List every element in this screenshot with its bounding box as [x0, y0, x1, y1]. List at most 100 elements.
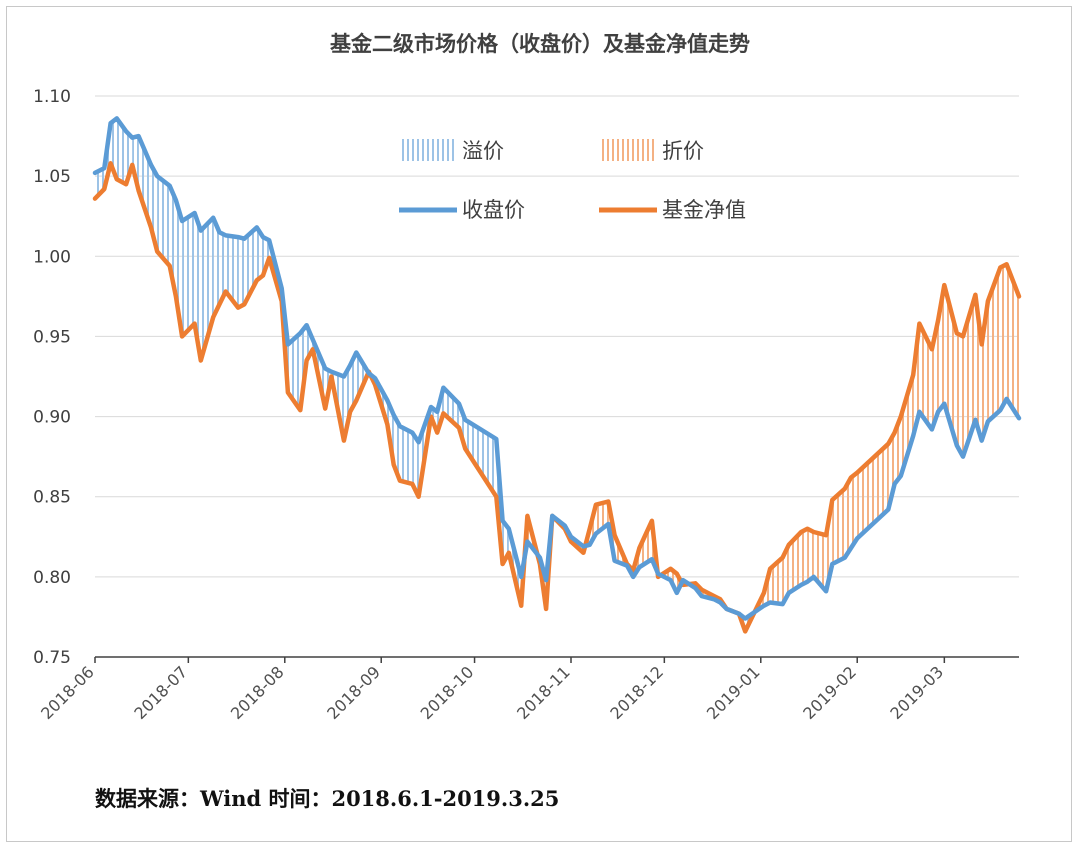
close-point	[849, 546, 853, 550]
x-tick-label: 2019-03	[886, 662, 947, 723]
nav-point	[806, 527, 809, 530]
close-point	[149, 163, 153, 167]
nav-point	[943, 283, 946, 287]
nav-point	[544, 607, 548, 611]
y-tick-label: 0.75	[33, 648, 71, 668]
nav-point	[893, 431, 896, 434]
legend-nav-label: 基金净值	[662, 198, 746, 222]
close-point	[507, 527, 510, 530]
legend-discount-label: 折价	[662, 139, 704, 163]
nav-point	[700, 588, 703, 591]
discount-fill	[782, 544, 789, 605]
premium-fill	[412, 432, 419, 497]
nav-point	[843, 487, 846, 490]
discount-fill	[832, 488, 845, 564]
close-point	[762, 604, 766, 607]
close-point	[224, 234, 227, 237]
discount-fill	[919, 323, 932, 430]
nav-point	[464, 447, 467, 450]
nav-point	[887, 442, 890, 445]
close-point	[812, 575, 815, 579]
nav-point	[457, 426, 461, 429]
nav-point	[999, 266, 1002, 269]
premium-fill	[343, 365, 351, 441]
nav-point	[930, 348, 934, 351]
close-point	[355, 351, 358, 354]
nav-point	[501, 562, 504, 566]
close-point	[1017, 417, 1021, 420]
close-point	[212, 216, 215, 219]
nav-point	[607, 500, 610, 503]
y-tick-label: 0.90	[33, 408, 71, 428]
close-point	[436, 410, 439, 413]
close-point	[725, 607, 728, 611]
close-point	[268, 239, 271, 242]
nav-point	[193, 322, 196, 325]
close-point	[429, 405, 433, 409]
discount-fill	[770, 557, 783, 605]
nav-point	[812, 530, 815, 534]
close-point	[918, 410, 921, 413]
close-point	[551, 514, 554, 518]
x-axis: 2018-06 2018-07 2018-08 2018-09 2018-10 2018-…	[37, 656, 1019, 723]
series-lines	[92, 116, 1022, 634]
nav-point	[342, 439, 346, 442]
nav-point	[961, 335, 965, 338]
discount-fill	[987, 267, 1001, 422]
nav-point	[1005, 263, 1008, 266]
nav-point	[286, 391, 290, 394]
close-point	[737, 612, 741, 615]
nav-point	[436, 431, 439, 434]
close-point	[324, 367, 327, 370]
close-point	[656, 572, 660, 575]
close-point	[930, 428, 934, 431]
x-tick-label: 2018-09	[323, 662, 384, 723]
nav-point	[355, 399, 358, 402]
premium-fill	[126, 131, 133, 185]
series-line-nav	[92, 161, 1022, 634]
nav-point	[694, 582, 697, 585]
close-point	[180, 219, 184, 223]
close-point	[299, 332, 302, 335]
nav-point	[103, 187, 106, 191]
spread-fills	[95, 118, 1019, 632]
premium-fill	[256, 227, 263, 281]
close-point	[768, 601, 772, 604]
close-point	[103, 166, 106, 170]
nav-point	[520, 604, 523, 607]
nav-point	[936, 319, 940, 322]
y-tick-label: 1.10	[33, 87, 71, 107]
close-point	[669, 578, 672, 582]
discount-fill	[1006, 264, 1019, 419]
nav-point	[588, 527, 591, 530]
nav-point	[787, 543, 790, 546]
close-point	[526, 540, 529, 543]
premium-fill	[219, 232, 226, 305]
nav-point	[980, 343, 983, 346]
premium-fill	[350, 352, 357, 412]
close-point	[398, 425, 402, 428]
close-point	[199, 229, 202, 232]
x-tick-label: 2019-01	[703, 662, 764, 723]
nav-point	[392, 463, 395, 466]
x-tick-label: 2018-10	[417, 662, 478, 723]
legend-close-label: 收盘价	[462, 198, 525, 222]
nav-point	[149, 226, 153, 229]
close-point	[261, 235, 265, 239]
nav-point	[373, 383, 377, 386]
close-point	[236, 235, 240, 239]
discount-fill	[956, 333, 963, 457]
close-point	[305, 324, 308, 327]
close-point	[843, 556, 846, 559]
close-point	[781, 602, 784, 606]
nav-point	[669, 567, 672, 570]
discount-fill	[963, 294, 976, 457]
x-tick-label: 2018-06	[37, 662, 98, 723]
nav-point	[236, 306, 240, 309]
close-point	[899, 474, 902, 478]
nav-point	[856, 471, 859, 474]
close-point	[495, 437, 498, 441]
nav-point	[442, 412, 445, 415]
close-point	[124, 130, 128, 133]
nav-point	[899, 415, 902, 418]
